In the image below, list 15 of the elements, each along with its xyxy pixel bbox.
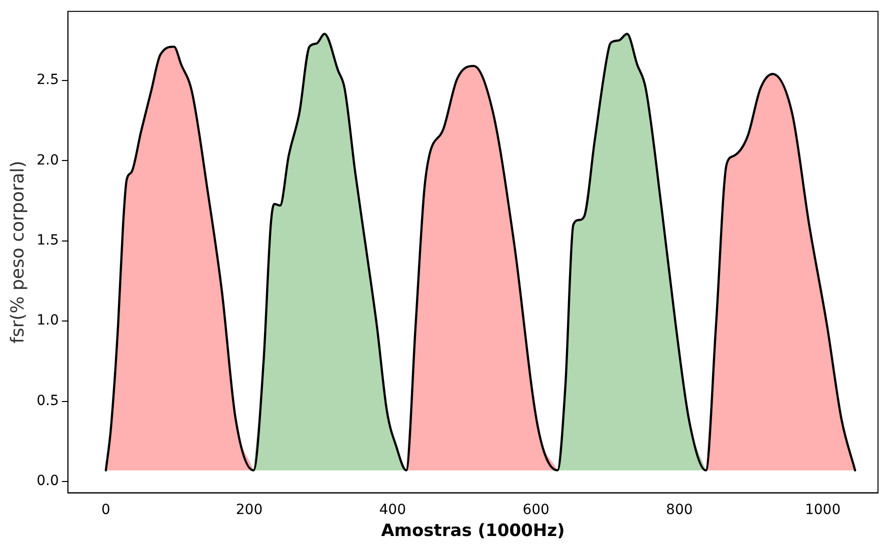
y-axis-title: fsr(% peso corporal) xyxy=(7,160,28,344)
x-tick-label: 1000 xyxy=(804,502,841,518)
y-tick-label: 1.5 xyxy=(36,232,59,249)
x-tick-label: 600 xyxy=(522,502,550,518)
x-tick-label: 0 xyxy=(101,502,110,518)
y-tick-label: 2.5 xyxy=(36,72,59,88)
y-tick-label: 0.0 xyxy=(36,473,59,490)
line-series xyxy=(104,32,856,472)
x-tick-label: 800 xyxy=(666,502,693,518)
x-tick-label: 400 xyxy=(379,502,406,518)
x-axis-title: Amostras (1000Hz) xyxy=(381,521,565,542)
y-tick-label: 0.5 xyxy=(36,392,59,409)
x-tick-label: 200 xyxy=(236,502,263,518)
y-tick-label: 1.0 xyxy=(36,312,59,329)
y-tick-label: 2.0 xyxy=(36,152,59,168)
